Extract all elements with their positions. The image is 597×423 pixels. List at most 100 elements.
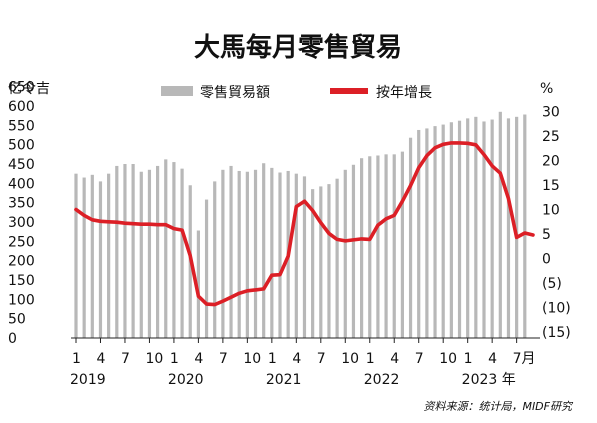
bar — [376, 155, 380, 338]
right-axis-tick-label: (15) — [542, 325, 571, 341]
right-axis-unit: % — [540, 81, 553, 97]
legend-line-label: 按年增長 — [376, 85, 432, 101]
left-axis-tick-label: 500 — [8, 138, 35, 154]
right-axis-tick-label: 25 — [542, 129, 560, 145]
line-point — [140, 223, 142, 225]
line-point — [516, 236, 518, 239]
x-axis-ticks: 1 4 7 10 1 4 7 10 1 4 7 10 1 4 7 10 1 4 7月 — [72, 338, 536, 367]
line-point — [246, 290, 248, 292]
bar — [90, 174, 94, 338]
bar — [351, 164, 356, 338]
year-label: 2023 年 — [462, 372, 516, 388]
left-axis-unit: 亿令吉 — [8, 81, 50, 97]
line-point — [91, 219, 93, 221]
bar — [82, 177, 86, 338]
line-point — [442, 143, 444, 145]
line-point — [165, 224, 167, 226]
x-tick-label: 7 — [415, 351, 424, 367]
bar — [294, 173, 298, 338]
x-tick-label: 1 — [366, 351, 375, 367]
right-axis-tick-label: (5) — [542, 276, 562, 292]
x-tick-label: 1 — [170, 351, 179, 367]
right-axis-tick-label: 5 — [542, 227, 551, 243]
line-point — [344, 240, 346, 242]
bar — [156, 165, 160, 338]
bar — [213, 181, 217, 338]
left-axis-tick-label: 600 — [8, 99, 35, 115]
bar — [262, 163, 266, 338]
bar — [335, 178, 339, 338]
bar — [360, 158, 364, 338]
line-point — [377, 224, 379, 226]
right-axis-tick-label: 20 — [542, 154, 560, 170]
bar — [417, 129, 421, 338]
bar — [98, 181, 103, 338]
x-axis-year-labels: 2019 2020 2021 2022 2023 年 — [70, 372, 516, 388]
x-tick-label: 4 — [390, 351, 399, 367]
bar — [237, 170, 241, 338]
line-point — [230, 296, 232, 298]
line-point — [401, 200, 403, 202]
bar — [384, 154, 388, 338]
year-label: 2019 — [70, 372, 106, 388]
bar — [441, 124, 445, 338]
line-point — [450, 142, 452, 144]
left-axis-tick-label: 400 — [8, 176, 35, 192]
x-tick-label: 7 — [317, 351, 326, 367]
line-point — [295, 205, 297, 208]
left-axis-tick-label: 550 — [8, 118, 35, 134]
bar — [490, 119, 494, 339]
line-point — [148, 223, 151, 225]
source-note: 资料来源：统计局，MIDF研究 — [423, 400, 574, 413]
bar — [115, 165, 119, 338]
right-axis-tick-label: 15 — [542, 178, 560, 194]
line-point — [336, 238, 338, 240]
line-point — [393, 214, 395, 216]
year-label: 2022 — [364, 372, 400, 388]
bar — [425, 128, 429, 338]
line-point — [181, 229, 183, 231]
x-tick-label: 10 — [439, 351, 457, 367]
line-point — [483, 154, 485, 156]
bar-series — [74, 111, 527, 339]
legend-line-swatch — [330, 88, 368, 94]
bar — [229, 165, 233, 338]
left-axis-tick-label: 50 — [8, 312, 26, 328]
bar — [498, 111, 502, 338]
x-tick-label: 4 — [488, 351, 497, 367]
bar — [204, 199, 209, 338]
bar — [343, 169, 347, 338]
left-axis-tick-label: 150 — [8, 273, 35, 289]
legend-bar-swatch — [161, 86, 193, 96]
right-axis-tick-label: 0 — [542, 252, 551, 268]
line-point — [328, 232, 330, 235]
bar — [474, 116, 478, 339]
line-series — [74, 141, 535, 307]
line-point — [222, 300, 224, 302]
left-axis-tick-label: 450 — [8, 157, 35, 173]
right-axis-ticks: 30 25 20 15 10 5 0 (5) (10) (15) — [542, 105, 571, 342]
bar — [139, 171, 143, 338]
line-point — [434, 147, 436, 149]
x-tick-label: 4 — [96, 351, 105, 367]
line-point — [214, 303, 216, 306]
left-axis-tick-label: 300 — [8, 215, 35, 231]
x-tick-label: 4 — [292, 351, 301, 367]
bar — [408, 137, 413, 338]
line-point — [83, 214, 85, 216]
bar — [270, 167, 274, 338]
line-point — [524, 232, 526, 234]
line-point — [189, 254, 191, 257]
bar — [392, 154, 396, 338]
line-point — [499, 172, 501, 174]
bar — [74, 173, 78, 338]
line-point — [467, 142, 469, 144]
bar — [196, 230, 200, 338]
line-point — [491, 165, 493, 167]
line-point — [238, 292, 240, 294]
line-point — [173, 228, 175, 230]
line-point — [369, 238, 371, 240]
line-point — [132, 223, 134, 225]
x-tick-label: 4 — [194, 351, 203, 367]
